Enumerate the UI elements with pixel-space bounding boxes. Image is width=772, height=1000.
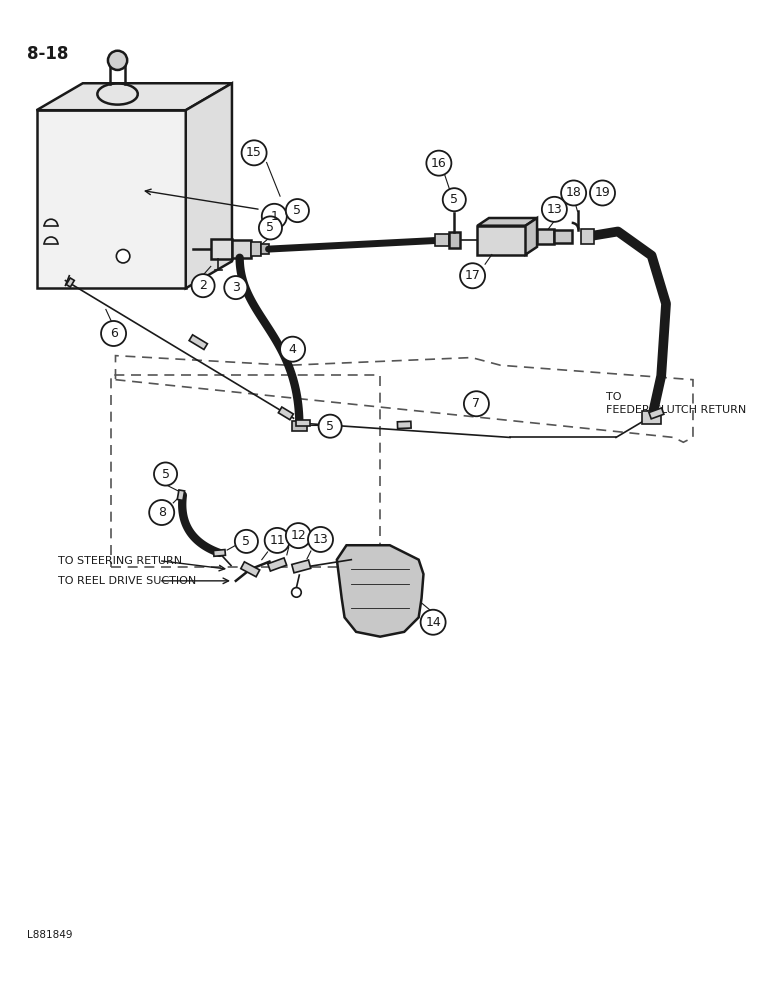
Text: 16: 16: [431, 157, 447, 170]
Circle shape: [319, 415, 342, 438]
Circle shape: [101, 321, 126, 346]
Polygon shape: [398, 421, 411, 429]
Polygon shape: [649, 408, 664, 419]
Polygon shape: [189, 335, 208, 350]
Polygon shape: [261, 244, 269, 254]
Text: 17: 17: [465, 269, 480, 282]
Circle shape: [561, 180, 586, 205]
Circle shape: [117, 249, 130, 263]
Text: 8-18: 8-18: [27, 45, 69, 63]
Text: TO
FEEDER CLUTCH RETURN: TO FEEDER CLUTCH RETURN: [606, 392, 747, 415]
Polygon shape: [337, 545, 424, 637]
Polygon shape: [268, 558, 286, 571]
Circle shape: [426, 151, 452, 176]
Polygon shape: [554, 230, 572, 243]
Text: 8: 8: [157, 506, 166, 519]
Polygon shape: [581, 229, 594, 244]
Circle shape: [280, 337, 305, 362]
Circle shape: [590, 180, 615, 205]
Text: TO STEERING RETURN: TO STEERING RETURN: [58, 556, 182, 566]
Polygon shape: [477, 218, 537, 226]
Text: 19: 19: [594, 186, 611, 199]
Polygon shape: [292, 421, 307, 431]
Polygon shape: [449, 232, 460, 248]
FancyBboxPatch shape: [477, 226, 526, 255]
Text: 6: 6: [110, 327, 117, 340]
Polygon shape: [537, 229, 554, 244]
Text: 2: 2: [199, 279, 207, 292]
Circle shape: [242, 140, 266, 165]
Polygon shape: [526, 218, 537, 255]
Text: 18: 18: [566, 186, 581, 199]
Polygon shape: [435, 234, 449, 246]
Circle shape: [154, 462, 177, 486]
Polygon shape: [186, 83, 232, 288]
Circle shape: [262, 204, 287, 229]
Polygon shape: [279, 407, 293, 420]
Circle shape: [286, 199, 309, 222]
Text: 11: 11: [269, 534, 285, 547]
Circle shape: [259, 216, 282, 239]
Circle shape: [108, 51, 127, 70]
Polygon shape: [296, 420, 310, 426]
Polygon shape: [232, 240, 251, 258]
Polygon shape: [292, 560, 311, 573]
Polygon shape: [66, 278, 74, 287]
Circle shape: [235, 530, 258, 553]
Polygon shape: [36, 83, 232, 110]
Text: 5: 5: [293, 204, 301, 217]
Circle shape: [286, 523, 311, 548]
Text: 5: 5: [266, 221, 275, 234]
Text: 5: 5: [450, 193, 459, 206]
Text: 7: 7: [472, 397, 480, 410]
Text: 14: 14: [425, 616, 441, 629]
Circle shape: [191, 274, 215, 297]
Text: 5: 5: [242, 535, 250, 548]
FancyBboxPatch shape: [36, 110, 186, 288]
Text: 13: 13: [313, 533, 328, 546]
Text: 3: 3: [232, 281, 240, 294]
Text: 15: 15: [246, 146, 262, 159]
Text: TO REEL DRIVE SUCTION: TO REEL DRIVE SUCTION: [58, 576, 196, 586]
Polygon shape: [213, 550, 225, 556]
Text: 5: 5: [161, 468, 170, 481]
Text: 1: 1: [270, 210, 278, 223]
Text: 4: 4: [289, 343, 296, 356]
Circle shape: [442, 188, 466, 211]
Polygon shape: [211, 239, 232, 259]
Circle shape: [149, 500, 174, 525]
Circle shape: [464, 391, 489, 416]
Circle shape: [308, 527, 333, 552]
Text: 12: 12: [290, 529, 306, 542]
Polygon shape: [241, 562, 259, 577]
Circle shape: [292, 588, 301, 597]
Circle shape: [421, 610, 445, 635]
Polygon shape: [642, 411, 661, 424]
Text: 13: 13: [547, 203, 562, 216]
Circle shape: [460, 263, 485, 288]
Polygon shape: [178, 490, 185, 500]
Circle shape: [265, 528, 290, 553]
Text: L881849: L881849: [27, 930, 73, 940]
Text: 5: 5: [326, 420, 334, 433]
Circle shape: [224, 276, 247, 299]
Circle shape: [542, 197, 567, 222]
Polygon shape: [251, 242, 261, 256]
